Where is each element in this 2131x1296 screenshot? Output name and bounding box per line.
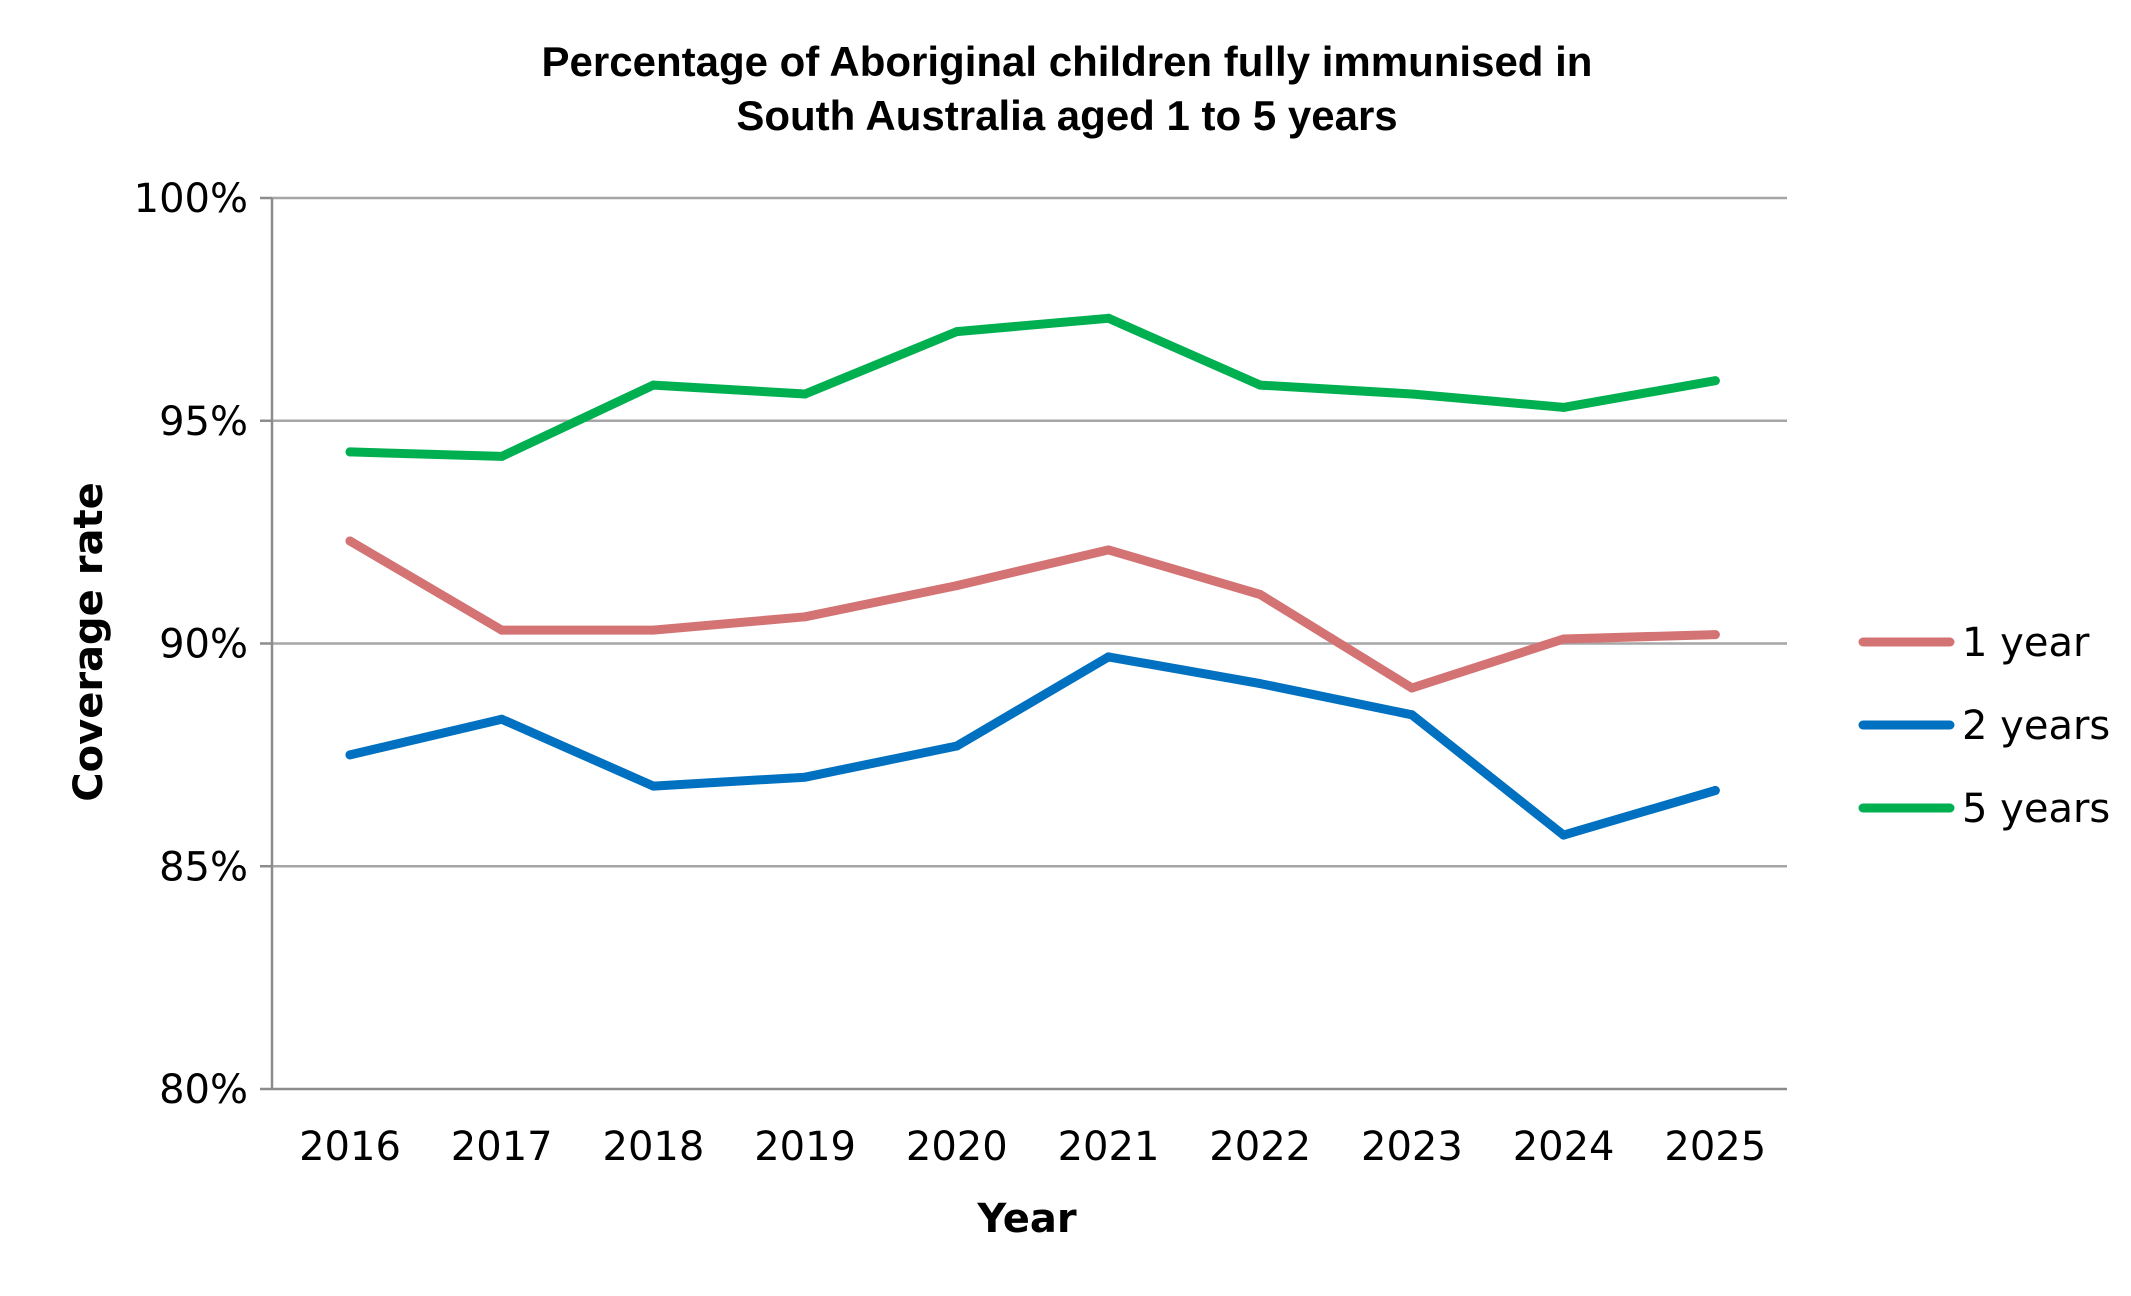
x-tick-label-2024: 2024: [1513, 1124, 1615, 1170]
data-point-2-years-2018: [648, 781, 658, 791]
gridlines: [260, 196, 1787, 1091]
data-point-1-year-2017: [497, 625, 507, 635]
chart-title: Percentage of Aboriginal children fully …: [542, 38, 1593, 139]
data-point-1-year-2024: [1559, 634, 1569, 644]
data-point-1-year-2022: [1255, 589, 1265, 599]
y-tick-label-85: 85%: [159, 844, 248, 890]
data-point-1-year-2023: [1407, 683, 1417, 693]
data-point-2-years-2022: [1255, 679, 1265, 689]
data-point-1-year-2018: [648, 625, 658, 635]
data-point-5-years-2024: [1559, 402, 1569, 412]
data-point-1-year-2020: [952, 581, 962, 591]
data-point-5-years-2023: [1407, 389, 1417, 399]
series-lines: [345, 313, 1720, 840]
data-point-1-year-2019: [800, 612, 810, 622]
x-tick-label-2016: 2016: [299, 1124, 401, 1170]
data-point-5-years-2017: [497, 451, 507, 461]
data-point-5-years-2019: [800, 389, 810, 399]
x-tick-labels: 2016 2017 2018 2019 2020 2021 2022 2023 2024 2025: [299, 1124, 1766, 1170]
data-point-2-years-2021: [1104, 652, 1113, 662]
chart-title-line-1: Percentage of Aboriginal children fully …: [542, 38, 1593, 85]
x-tick-label-2020: 2020: [906, 1124, 1008, 1170]
axes: [270, 198, 1787, 1091]
data-point-2-years-2020: [952, 741, 962, 751]
series-line-2-years: [345, 652, 1720, 840]
data-point-2-years-2019: [800, 772, 810, 782]
data-point-2-years-2017: [497, 714, 507, 724]
data-point-1-year-2021: [1104, 545, 1113, 555]
data-point-5-years-2021: [1104, 313, 1113, 323]
x-tick-label-2025: 2025: [1664, 1124, 1766, 1170]
data-point-5-years-2018: [648, 380, 658, 390]
y-tick-labels: 80% 85% 90% 95% 100%: [134, 176, 248, 1113]
legend: 1 year 2 years 5 years: [1858, 620, 2110, 832]
y-tick-label-100: 100%: [134, 176, 248, 222]
data-point-1-year-2025: [1710, 630, 1720, 640]
y-axis-title: Coverage rate: [66, 482, 112, 801]
x-tick-label-2023: 2023: [1361, 1124, 1463, 1170]
series-line-5-years: [345, 313, 1720, 461]
legend-label-5-years: 5 years: [1962, 786, 2110, 832]
data-point-2-years-2025: [1710, 786, 1720, 796]
x-tick-label-2017: 2017: [451, 1124, 553, 1170]
data-point-5-years-2022: [1255, 380, 1265, 390]
data-point-2-years-2023: [1407, 710, 1417, 720]
legend-label-2-years: 2 years: [1962, 703, 2110, 749]
y-tick-label-90: 90%: [159, 622, 248, 668]
series-line-1-year: [345, 536, 1720, 693]
data-point-5-years-2016: [345, 447, 355, 457]
data-point-2-years-2016: [345, 750, 355, 760]
x-tick-label-2019: 2019: [754, 1124, 856, 1170]
x-tick-label-2022: 2022: [1209, 1124, 1311, 1170]
y-tick-label-80: 80%: [159, 1067, 248, 1113]
x-tick-label-2021: 2021: [1058, 1124, 1160, 1170]
y-tick-label-95: 95%: [159, 399, 248, 445]
legend-label-1-year: 1 year: [1962, 620, 2090, 666]
chart-title-line-2: South Australia aged 1 to 5 years: [736, 92, 1397, 139]
data-point-1-year-2016: [345, 536, 355, 546]
x-tick-label-2018: 2018: [603, 1124, 705, 1170]
data-point-5-years-2025: [1710, 376, 1720, 386]
x-axis-title: Year: [976, 1196, 1076, 1242]
data-point-5-years-2020: [952, 327, 962, 337]
data-point-2-years-2024: [1559, 830, 1569, 840]
